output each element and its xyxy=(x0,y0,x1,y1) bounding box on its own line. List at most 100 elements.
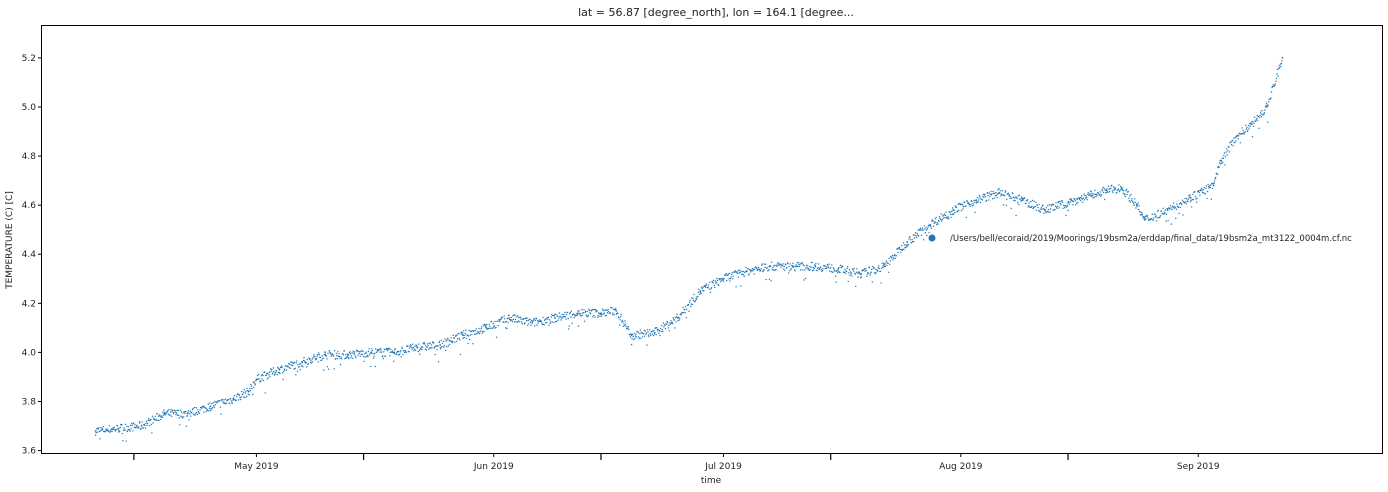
data-point xyxy=(480,327,482,330)
data-point xyxy=(1160,210,1163,212)
data-point xyxy=(1095,196,1097,198)
data-point xyxy=(623,322,625,324)
data-point xyxy=(983,196,985,199)
data-point xyxy=(1165,213,1168,216)
data-point xyxy=(781,265,784,267)
data-point xyxy=(408,347,411,349)
data-point xyxy=(1129,201,1132,203)
data-point xyxy=(236,396,238,398)
data-point xyxy=(587,314,590,316)
data-point xyxy=(157,415,160,417)
data-point xyxy=(1001,193,1003,196)
data-point xyxy=(163,409,165,411)
data-point xyxy=(799,263,801,265)
data-point xyxy=(808,267,810,269)
data-point xyxy=(623,324,626,327)
data-point xyxy=(96,431,98,433)
data-point xyxy=(930,227,932,229)
data-point xyxy=(199,409,201,411)
data-point xyxy=(292,362,295,365)
y-tick-label: 4.8 xyxy=(22,152,37,162)
data-point xyxy=(102,428,104,431)
data-point xyxy=(1233,137,1235,139)
data-point xyxy=(359,355,361,357)
data-point xyxy=(1206,190,1209,193)
data-point xyxy=(605,309,607,311)
data-point xyxy=(993,192,995,194)
data-point xyxy=(314,355,316,358)
data-point xyxy=(721,277,723,280)
data-point xyxy=(192,407,194,410)
data-point xyxy=(1100,195,1102,197)
data-point xyxy=(1060,204,1062,206)
data-point xyxy=(306,366,308,368)
data-point xyxy=(976,201,978,203)
data-point xyxy=(1114,188,1117,190)
data-point xyxy=(786,267,788,269)
data-point xyxy=(1246,130,1249,133)
data-point xyxy=(1090,190,1092,193)
data-point xyxy=(600,312,602,314)
data-point xyxy=(1005,190,1007,192)
data-point xyxy=(1217,165,1220,168)
data-point xyxy=(141,421,143,423)
data-point xyxy=(458,337,460,339)
data-point xyxy=(402,353,404,356)
data-point xyxy=(757,267,760,269)
data-point xyxy=(298,363,301,365)
data-point xyxy=(1087,193,1089,195)
data-point xyxy=(1061,199,1063,202)
data-point xyxy=(479,330,482,332)
data-point xyxy=(423,342,425,344)
data-point xyxy=(664,328,667,330)
data-point xyxy=(1255,120,1257,122)
data-point xyxy=(1184,201,1187,203)
data-point xyxy=(1041,208,1043,210)
data-point xyxy=(713,284,715,286)
data-point xyxy=(973,201,976,203)
data-point xyxy=(443,344,446,347)
data-point xyxy=(425,345,427,347)
data-point xyxy=(254,384,256,386)
data-point xyxy=(317,353,319,356)
data-point xyxy=(760,268,762,270)
data-point xyxy=(492,327,494,329)
data-point xyxy=(223,399,225,401)
data-point xyxy=(170,415,173,417)
data-point xyxy=(1059,202,1062,205)
data-point xyxy=(1204,193,1207,195)
data-point xyxy=(1270,91,1273,93)
data-point xyxy=(1040,211,1042,213)
data-point xyxy=(503,315,505,317)
data-point xyxy=(998,188,1000,190)
data-point xyxy=(909,236,911,238)
data-point xyxy=(350,355,353,357)
data-point xyxy=(874,268,876,270)
data-point xyxy=(233,394,236,397)
data-point xyxy=(1212,184,1215,187)
data-point xyxy=(373,355,375,357)
data-point xyxy=(208,407,211,409)
data-point xyxy=(1130,199,1133,202)
data-point xyxy=(374,348,377,350)
data-point xyxy=(1213,180,1216,182)
data-point xyxy=(267,377,270,379)
data-point xyxy=(98,427,100,429)
data-point xyxy=(411,348,413,350)
data-point xyxy=(1099,191,1102,193)
data-point xyxy=(272,372,274,374)
data-point xyxy=(680,313,682,315)
data-point xyxy=(1280,65,1282,68)
data-point xyxy=(903,244,906,246)
data-point xyxy=(1206,197,1208,200)
data-point xyxy=(585,310,587,312)
data-point xyxy=(323,369,325,371)
data-point xyxy=(913,241,915,243)
data-point xyxy=(776,263,779,265)
data-point xyxy=(911,239,913,241)
data-point xyxy=(537,322,539,324)
data-point xyxy=(884,263,886,266)
data-point xyxy=(127,426,130,428)
data-point xyxy=(180,415,182,417)
data-point xyxy=(848,269,850,271)
